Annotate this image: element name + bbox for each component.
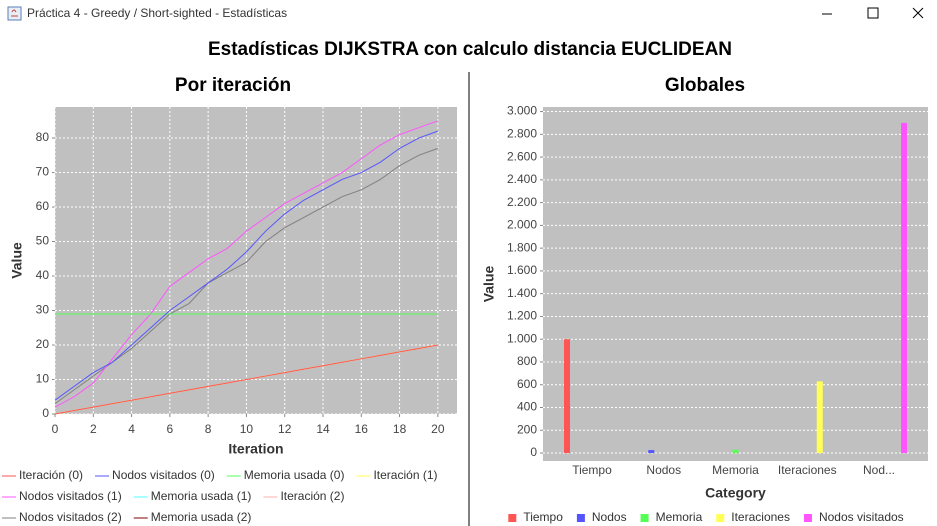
maximize-button[interactable] — [850, 0, 896, 28]
y-tick-label: 2.600 — [507, 149, 537, 163]
y-tick-label: 0 — [42, 406, 49, 420]
y-tick-label: 60 — [36, 199, 50, 213]
y-tick-label: 3.000 — [507, 104, 537, 118]
y-tick-label: 20 — [36, 337, 50, 351]
legend-swatch — [576, 514, 585, 522]
y-tick-label: 1.400 — [507, 286, 537, 300]
y-tick-label: 1.000 — [507, 331, 537, 345]
legend-label: Memoria usada (2) — [151, 510, 252, 524]
y-tick-label: 40 — [36, 268, 50, 282]
legend-label: Iteración (0) — [19, 468, 83, 482]
window-title: Práctica 4 - Greedy / Short-sighted - Es… — [27, 6, 287, 20]
x-tick-label: 8 — [205, 422, 212, 436]
legend-label: Nodos — [592, 510, 627, 524]
series-line — [54, 147, 439, 405]
y-tick-label: 1.800 — [507, 240, 537, 254]
legend-swatch — [803, 514, 812, 522]
x-tick-label: 12 — [278, 422, 292, 436]
chart-title: Globales — [665, 75, 745, 96]
legend-label: Nodos visitados (1) — [19, 489, 122, 503]
y-tick-label: 1.200 — [507, 309, 537, 323]
y-tick-label: 800 — [517, 354, 537, 368]
x-tick-label: 2 — [90, 422, 97, 436]
y-tick-label: 600 — [517, 377, 537, 391]
close-button[interactable] — [896, 0, 937, 28]
legend-label: Iteración (2) — [280, 489, 344, 503]
x-axis-label: Category — [705, 485, 766, 501]
x-tick-label: 4 — [128, 422, 135, 436]
page-title: Estadísticas DIJKSTRA con calculo distan… — [208, 39, 732, 60]
y-tick-label: 1.600 — [507, 263, 537, 277]
x-tick-label: Iteraciones — [778, 463, 837, 477]
title-bar — [0, 0, 937, 28]
x-tick-label: 16 — [355, 422, 369, 436]
y-tick-label: 50 — [36, 234, 50, 248]
x-tick-label: 14 — [316, 422, 330, 436]
legend-swatch — [716, 514, 725, 522]
y-axis-label: Value — [9, 242, 25, 279]
y-tick-label: 30 — [36, 303, 50, 317]
y-tick-label: 400 — [517, 400, 537, 414]
legend-swatch — [640, 514, 649, 522]
y-tick-label: 10 — [36, 372, 50, 386]
legend-label: Memoria usada (0) — [244, 468, 345, 482]
bar — [648, 450, 655, 454]
legend-label: Memoria usada (1) — [151, 489, 252, 503]
y-tick-label: 2.400 — [507, 172, 537, 186]
legend-label: Tiempo — [523, 510, 563, 524]
bar — [732, 449, 739, 454]
legend-label: Nodos visitados (0) — [112, 468, 215, 482]
x-tick-label: 18 — [393, 422, 407, 436]
legend-label: Nodos visitados (2) — [19, 510, 122, 524]
minimize-button[interactable] — [804, 0, 850, 28]
plot-area — [55, 107, 457, 414]
legend-swatch — [508, 514, 517, 522]
legend-label: Nodos visitados — [819, 510, 904, 524]
legend-label: Iteración (1) — [373, 468, 437, 482]
x-tick-label: Nod... — [863, 463, 895, 477]
y-tick-label: 2.000 — [507, 218, 537, 232]
x-tick-label: 20 — [431, 422, 445, 436]
series-line — [54, 130, 439, 401]
x-tick-label: 6 — [167, 422, 174, 436]
y-tick-label: 200 — [517, 422, 537, 436]
y-tick-label: 80 — [36, 130, 50, 144]
legend-label: Memoria — [656, 510, 703, 524]
y-tick-label: 0 — [530, 445, 537, 459]
x-tick-label: 10 — [240, 422, 254, 436]
app-icon — [7, 6, 22, 21]
x-axis-label: Iteration — [228, 441, 283, 457]
series-line — [54, 120, 439, 408]
y-axis-label: Value — [481, 266, 497, 303]
bar — [816, 381, 823, 454]
legend-label: Iteraciones — [731, 510, 790, 524]
bar — [901, 122, 907, 454]
plot-area — [543, 107, 928, 461]
x-tick-label: Tiempo — [572, 463, 612, 477]
x-tick-label: 0 — [52, 422, 59, 436]
y-tick-label: 2.200 — [507, 195, 537, 209]
x-tick-label: Nodos — [646, 463, 681, 477]
chart-title: Por iteración — [175, 75, 291, 96]
series-line — [54, 344, 438, 415]
y-tick-label: 2.800 — [507, 126, 537, 140]
y-tick-label: 70 — [36, 165, 50, 179]
bar — [564, 339, 570, 454]
x-tick-label: Memoria — [712, 463, 759, 477]
